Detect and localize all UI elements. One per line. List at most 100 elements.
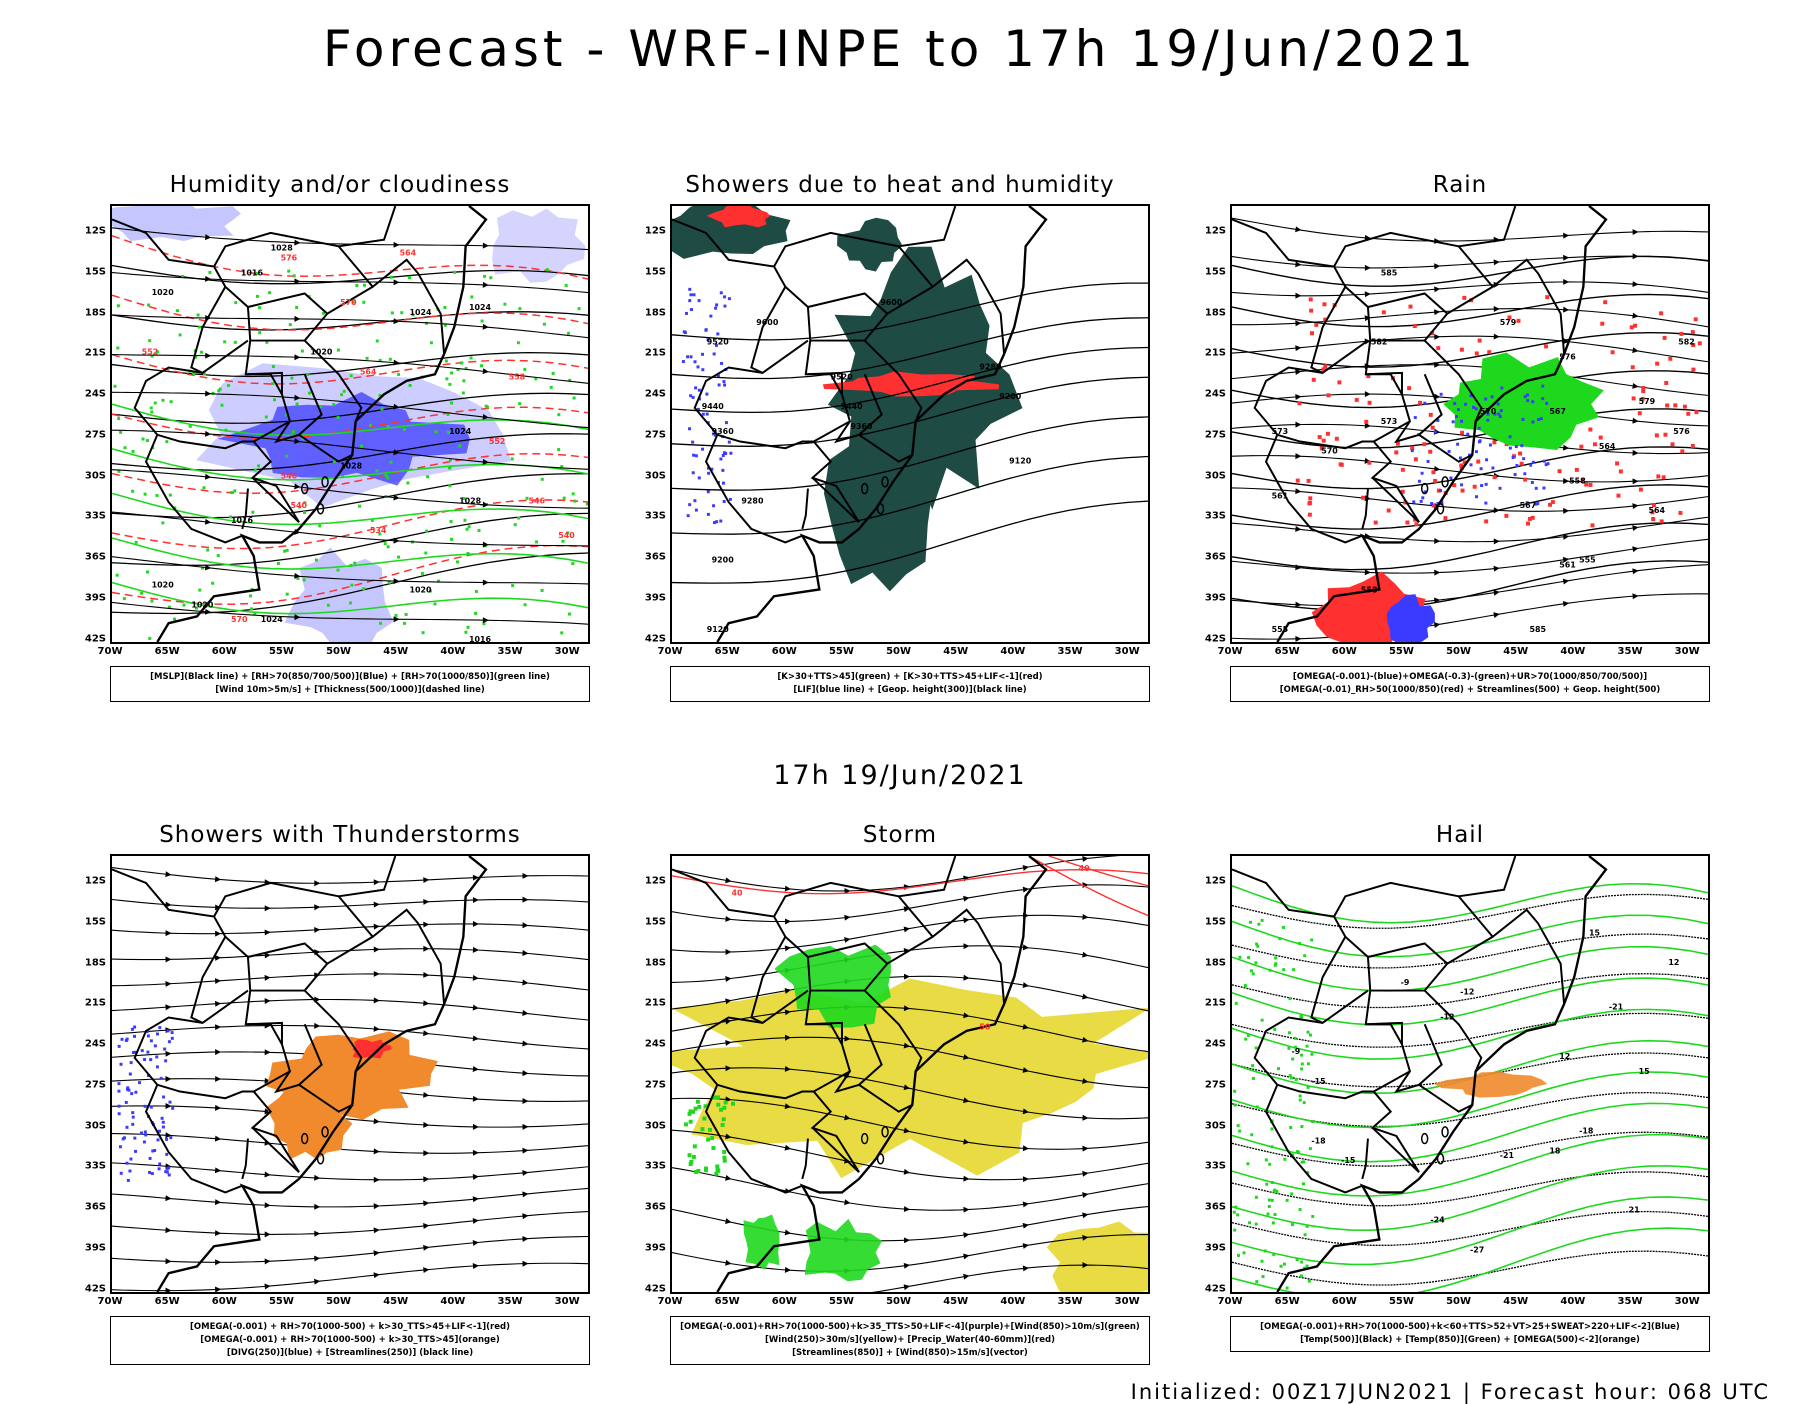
latitude-tick-label: 27S bbox=[1205, 1079, 1226, 1090]
contour-label: 1028 bbox=[340, 462, 363, 471]
contour-label: -18 bbox=[1311, 1136, 1326, 1145]
contour-label: 561 bbox=[1559, 561, 1576, 570]
latitude-tick-label: 18S bbox=[645, 307, 666, 318]
latitude-tick-label: 36S bbox=[1205, 552, 1226, 563]
contour-label: 555 bbox=[1272, 625, 1289, 634]
latitude-tick-label: 24S bbox=[645, 389, 666, 400]
contour-label: 1020 bbox=[152, 288, 175, 297]
contour-label: 9360 bbox=[712, 427, 735, 436]
contour-label: 570 bbox=[1321, 447, 1338, 456]
contour-label: -12 bbox=[1440, 1013, 1454, 1022]
main-title: Forecast - WRF-INPE to 17h 19/Jun/2021 bbox=[0, 20, 1800, 78]
contour-label: 1028 bbox=[271, 244, 294, 253]
latitude-tick-label: 42S bbox=[645, 633, 666, 644]
legend-rain: [OMEGA(-0.001)-(blue)+OMEGA(-0.3)-(green… bbox=[1230, 666, 1710, 702]
latitude-tick-label: 30S bbox=[1205, 470, 1226, 481]
latitude-tick-label: 21S bbox=[1205, 348, 1226, 359]
longitude-tick-label: 45W bbox=[1503, 1296, 1528, 1307]
latitude-tick-label: 27S bbox=[645, 429, 666, 440]
contour-label: 558 bbox=[509, 372, 526, 381]
longitude-tick-label: 40W bbox=[1000, 646, 1025, 657]
longitude-tick-label: 35W bbox=[1618, 646, 1643, 657]
contour-label: 564 bbox=[360, 367, 377, 376]
longitude-tick-label: 30W bbox=[1115, 1296, 1140, 1307]
contour-label: 1024 bbox=[410, 308, 433, 317]
longitude-tick-label: 70W bbox=[1218, 1296, 1243, 1307]
latitude-tick-label: 15S bbox=[85, 266, 106, 277]
legend-line: [Wind(250)>30m/s](yellow)+ [Precip_Water… bbox=[675, 1334, 1145, 1347]
longitude-tick-label: 65W bbox=[1275, 646, 1300, 657]
longitude-tick-label: 30W bbox=[555, 646, 580, 657]
contour-label: 573 bbox=[1272, 427, 1289, 436]
contour-label: 555 bbox=[1579, 556, 1596, 565]
contour-label: 579 bbox=[1500, 318, 1517, 327]
latitude-tick-label: 24S bbox=[1205, 1039, 1226, 1050]
panel-title: Storm bbox=[620, 822, 1180, 848]
contour-label: 9360 bbox=[851, 422, 874, 431]
latitude-tick-label: 39S bbox=[1205, 1242, 1226, 1253]
contour-label: -21 bbox=[1500, 1151, 1514, 1160]
contour-label: -9 bbox=[1401, 978, 1410, 987]
latitude-tick-label: 18S bbox=[85, 307, 106, 318]
latitude-tick-label: 21S bbox=[1205, 998, 1226, 1009]
longitude-tick-label: 55W bbox=[1389, 646, 1414, 657]
latitude-tick-label: 15S bbox=[85, 916, 106, 927]
latitude-tick-label: 39S bbox=[1205, 592, 1226, 603]
latitude-tick-label: 24S bbox=[645, 1039, 666, 1050]
latitude-tick-label: 42S bbox=[85, 633, 106, 644]
latitude-tick-label: 24S bbox=[85, 389, 106, 400]
contour-label: 564 bbox=[400, 249, 417, 258]
longitude-tick-label: 60W bbox=[772, 646, 797, 657]
longitude-tick-label: 45W bbox=[943, 646, 968, 657]
contour-label: 12 bbox=[1559, 1052, 1570, 1061]
latitude-tick-label: 12S bbox=[1205, 226, 1226, 237]
longitude-tick-label: 40W bbox=[1560, 1296, 1585, 1307]
contour-label: 15 bbox=[1639, 1067, 1650, 1076]
forecast-time-title: 17h 19/Jun/2021 bbox=[0, 760, 1800, 791]
latitude-tick-label: 39S bbox=[645, 592, 666, 603]
legend-line: [OMEGA(-0.001)-(blue)+OMEGA(-0.3)-(green… bbox=[1235, 671, 1705, 684]
longitude-tick-label: 35W bbox=[1058, 646, 1083, 657]
legend-line: [K>30+TTS>45](green) + [K>30+TTS>45+LIF<… bbox=[675, 671, 1145, 684]
legend-line: [Temp(500)](Black) + [Temp(850)](Green) … bbox=[1235, 1334, 1705, 1347]
latitude-tick-label: 39S bbox=[85, 592, 106, 603]
longitude-tick-label: 40W bbox=[440, 1296, 465, 1307]
contour-label: 1028 bbox=[459, 496, 482, 505]
legend-line: [OMEGA(-0.01)_RH>50(1000/850)(red) + Str… bbox=[1235, 684, 1705, 697]
contour-label: 40 bbox=[732, 889, 744, 898]
longitude-tick-label: 45W bbox=[1503, 646, 1528, 657]
contour-label: 9200 bbox=[999, 392, 1022, 401]
contour-label: 1016 bbox=[469, 635, 492, 642]
contour-label: 576 bbox=[1673, 427, 1690, 436]
latitude-tick-label: 12S bbox=[1205, 876, 1226, 887]
longitude-tick-label: 45W bbox=[383, 646, 408, 657]
contour-label: 552 bbox=[142, 348, 159, 357]
contour-label: 564 bbox=[1599, 442, 1616, 451]
contour-label: 552 bbox=[489, 437, 506, 446]
contour-label: -27 bbox=[1470, 1245, 1484, 1254]
longitude-tick-label: 55W bbox=[269, 1296, 294, 1307]
latitude-tick-label: 36S bbox=[1205, 1202, 1226, 1213]
longitude-tick-label: 40W bbox=[1000, 1296, 1025, 1307]
contour-label: 570 bbox=[231, 615, 248, 624]
contour-label: 9440 bbox=[702, 402, 725, 411]
longitude-tick-label: 65W bbox=[715, 1296, 740, 1307]
latitude-tick-label: 30S bbox=[1205, 1120, 1226, 1131]
latitude-tick-label: 12S bbox=[85, 876, 106, 887]
panel-title: Showers with Thunderstorms bbox=[60, 822, 620, 848]
legend-storm: [OMEGA(-0.001)+RH>70(1000-500)+k>35_TTS>… bbox=[670, 1316, 1150, 1365]
latitude-tick-label: 27S bbox=[645, 1079, 666, 1090]
longitude-tick-label: 60W bbox=[212, 1296, 237, 1307]
legend-humidity: [MSLP](Black line) + [RH>70(850/700/500)… bbox=[110, 666, 590, 702]
contour-label: 546 bbox=[529, 496, 546, 505]
longitude-tick-label: 70W bbox=[98, 646, 123, 657]
latitude-tick-label: 33S bbox=[1205, 511, 1226, 522]
longitude-tick-label: 30W bbox=[555, 1296, 580, 1307]
